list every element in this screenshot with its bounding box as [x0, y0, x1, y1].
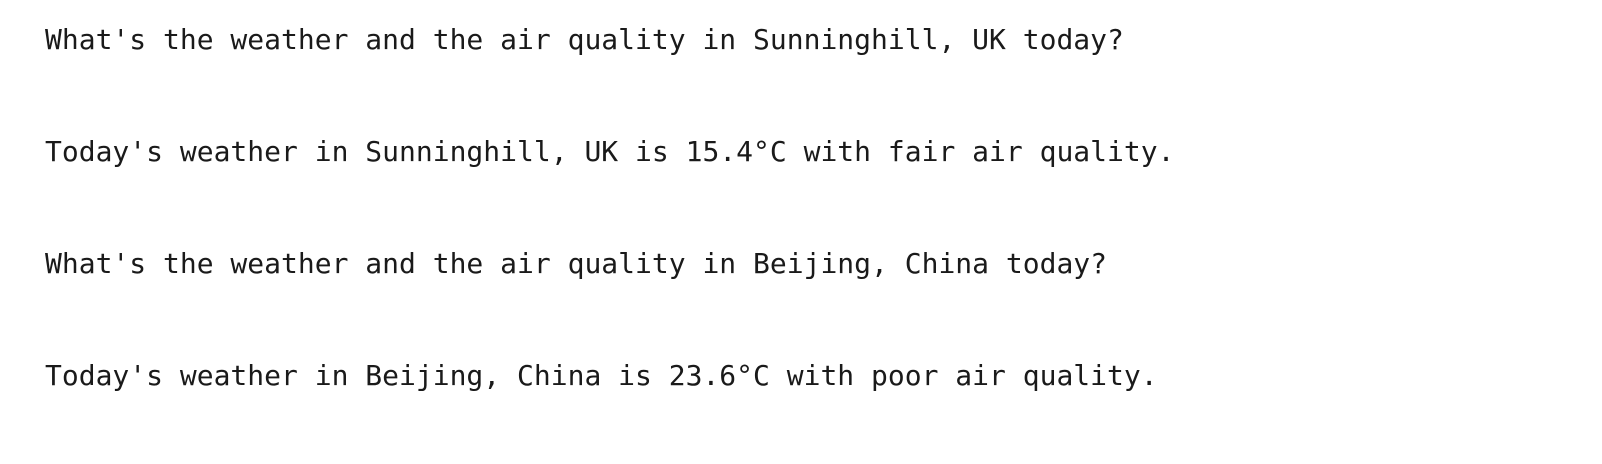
assistant-message: Today's weather in Beijing, China is 23.…	[45, 359, 1158, 392]
user-message: What's the weather and the air quality i…	[45, 247, 1108, 280]
assistant-message: Today's weather in Sunninghill, UK is 15…	[45, 135, 1175, 168]
user-message: What's the weather and the air quality i…	[45, 23, 1124, 56]
